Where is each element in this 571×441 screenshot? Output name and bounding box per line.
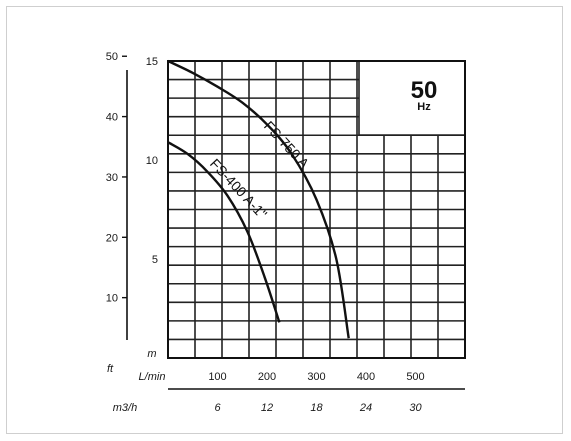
x-axis-tick-label: 400: [357, 371, 375, 383]
x2-axis-tick-label: 30: [409, 402, 422, 414]
series-curve: [167, 141, 281, 323]
frequency-value: 50: [411, 77, 438, 104]
x2-axis-unit: m3/h: [113, 402, 137, 414]
x2-axis-tick-label: 6: [214, 402, 221, 414]
x2-axis-tick-label: 18: [310, 402, 323, 414]
ft-axis-unit: ft: [107, 363, 114, 375]
x-axis-tick-label: 300: [307, 371, 325, 383]
frequency-unit: Hz: [417, 101, 431, 113]
chart-frame: [6, 6, 563, 434]
frequency-box: 50 Hz: [359, 61, 465, 135]
m-axis-unit: m: [147, 348, 156, 360]
x2-axis-tick-label: 24: [359, 402, 372, 414]
ft-axis-tick-label: 50: [106, 51, 118, 63]
ft-axis-tick-label: 20: [106, 232, 118, 244]
x-axis-tick-label: 500: [406, 371, 424, 383]
ft-axis-tick-label: 10: [106, 293, 118, 305]
ft-axis-tick-label: 40: [106, 112, 118, 124]
m-axis-tick-label: 5: [152, 254, 158, 266]
x-axis-tick-label: 200: [258, 371, 276, 383]
x-axis-tick-label: 100: [208, 371, 226, 383]
ft-axis-tick-label: 30: [106, 172, 118, 184]
frequency-box-bg: [359, 61, 465, 135]
series-curve: [167, 59, 350, 339]
m-axis-tick-label: 15: [146, 56, 158, 68]
series-label: FS-750 A: [261, 118, 313, 172]
x-axis-unit: L/min: [139, 371, 166, 383]
plot-border: [167, 60, 466, 359]
x2-axis-tick-label: 12: [261, 402, 273, 414]
m-axis-tick-label: 10: [146, 155, 158, 167]
